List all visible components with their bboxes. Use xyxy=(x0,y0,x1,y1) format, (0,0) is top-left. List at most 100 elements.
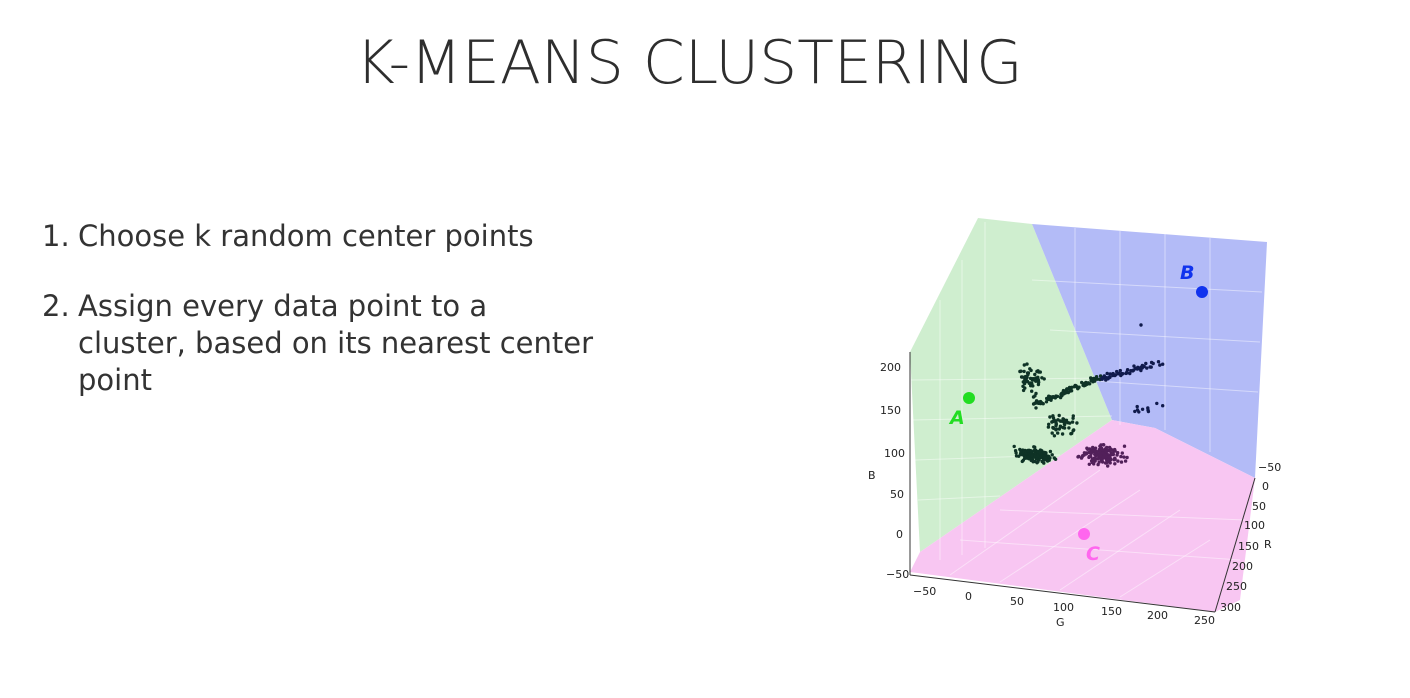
x-axis: −50 0 50 100 150 200 250 G xyxy=(913,585,1215,629)
y-tick: 200 xyxy=(1232,560,1253,573)
data-point xyxy=(1080,380,1084,385)
region-b xyxy=(1032,224,1267,478)
data-point xyxy=(1019,449,1023,454)
data-point xyxy=(1161,404,1165,408)
data-point xyxy=(1120,451,1125,455)
data-point xyxy=(1042,377,1046,381)
data-point xyxy=(1088,447,1092,451)
data-point xyxy=(1019,369,1023,373)
data-point xyxy=(1090,377,1094,381)
y-tick: −50 xyxy=(1258,461,1281,474)
data-point xyxy=(1036,369,1040,373)
data-point xyxy=(1047,454,1051,459)
slide-title: K-MEANS CLUSTERING xyxy=(355,28,1023,98)
data-point xyxy=(1077,385,1081,389)
data-point xyxy=(1116,459,1120,463)
data-point xyxy=(1125,455,1129,460)
data-point xyxy=(1146,408,1150,412)
data-point xyxy=(1035,461,1039,465)
data-point xyxy=(1062,422,1067,426)
data-point xyxy=(1106,459,1110,463)
data-point xyxy=(1032,445,1036,449)
data-point xyxy=(1042,450,1046,455)
data-point xyxy=(1099,443,1103,447)
axis-lines xyxy=(909,352,1256,613)
region-c xyxy=(910,420,1255,612)
data-point xyxy=(1102,453,1107,457)
data-point xyxy=(1072,385,1077,389)
data-points xyxy=(1012,323,1165,468)
data-point xyxy=(1059,419,1064,423)
data-point xyxy=(1087,462,1092,466)
data-point xyxy=(1034,406,1038,410)
data-point xyxy=(1060,432,1065,436)
data-point xyxy=(1119,454,1123,459)
data-point xyxy=(1113,447,1117,452)
data-point xyxy=(1082,451,1087,455)
data-point xyxy=(1056,418,1060,422)
x-tick: 250 xyxy=(1194,614,1215,627)
data-point xyxy=(1029,368,1033,373)
data-point xyxy=(1091,457,1095,461)
data-point xyxy=(1067,385,1072,390)
data-point xyxy=(1033,454,1037,458)
data-point xyxy=(1111,371,1115,376)
data-point xyxy=(1161,362,1165,366)
data-point xyxy=(1107,445,1112,450)
data-point xyxy=(1158,363,1162,367)
x-tick: 50 xyxy=(1010,595,1024,608)
data-point xyxy=(1135,404,1139,409)
data-point xyxy=(1030,381,1034,386)
data-point xyxy=(1057,413,1061,418)
data-point xyxy=(1121,372,1125,376)
step-item: 1. Choose k random center points xyxy=(42,218,602,255)
data-point xyxy=(1066,421,1070,425)
data-point xyxy=(1044,400,1049,404)
data-point xyxy=(1067,426,1071,430)
data-point xyxy=(1093,446,1098,450)
data-point xyxy=(1030,389,1034,393)
x-tick: 150 xyxy=(1101,605,1122,618)
data-point xyxy=(1022,378,1027,383)
x-tick: −50 xyxy=(913,585,936,598)
data-point xyxy=(1125,370,1129,374)
data-point xyxy=(1106,464,1110,468)
data-point xyxy=(1085,446,1089,450)
data-point xyxy=(1137,410,1141,414)
data-point xyxy=(1075,421,1079,425)
z-tick: 50 xyxy=(890,488,904,501)
data-point xyxy=(1050,453,1054,457)
data-point xyxy=(1140,363,1145,368)
z-axis: 200 150 100 50 0 −50 B xyxy=(868,361,909,581)
data-point xyxy=(1145,366,1149,370)
data-point xyxy=(1064,389,1068,393)
data-point xyxy=(1041,402,1045,406)
data-point xyxy=(1130,369,1134,373)
data-point xyxy=(1107,455,1111,459)
data-point xyxy=(1070,420,1075,424)
x-tick: 100 xyxy=(1053,601,1074,614)
data-point xyxy=(1033,378,1038,382)
step-number: 1. xyxy=(42,219,70,253)
data-point xyxy=(1054,427,1059,431)
data-point xyxy=(1032,449,1036,453)
data-point xyxy=(1103,461,1108,465)
data-point xyxy=(1103,447,1108,451)
data-point xyxy=(1023,374,1028,379)
data-point xyxy=(1132,364,1136,368)
x-axis-label: G xyxy=(1056,616,1065,629)
data-point xyxy=(1056,431,1060,435)
data-point xyxy=(1091,445,1095,450)
region-a xyxy=(910,218,1112,552)
data-point xyxy=(1108,372,1112,376)
data-point xyxy=(1101,376,1105,380)
data-point xyxy=(1038,399,1043,404)
y-axis: −50 0 50 100 150 200 250 300 R xyxy=(1220,461,1281,614)
x-tick: 0 xyxy=(965,590,972,603)
center-marker-c xyxy=(1078,528,1090,540)
data-point xyxy=(1086,381,1090,385)
data-point xyxy=(1097,460,1101,464)
data-point xyxy=(1139,323,1143,327)
data-point xyxy=(1048,415,1052,419)
z-tick: 200 xyxy=(880,361,901,374)
